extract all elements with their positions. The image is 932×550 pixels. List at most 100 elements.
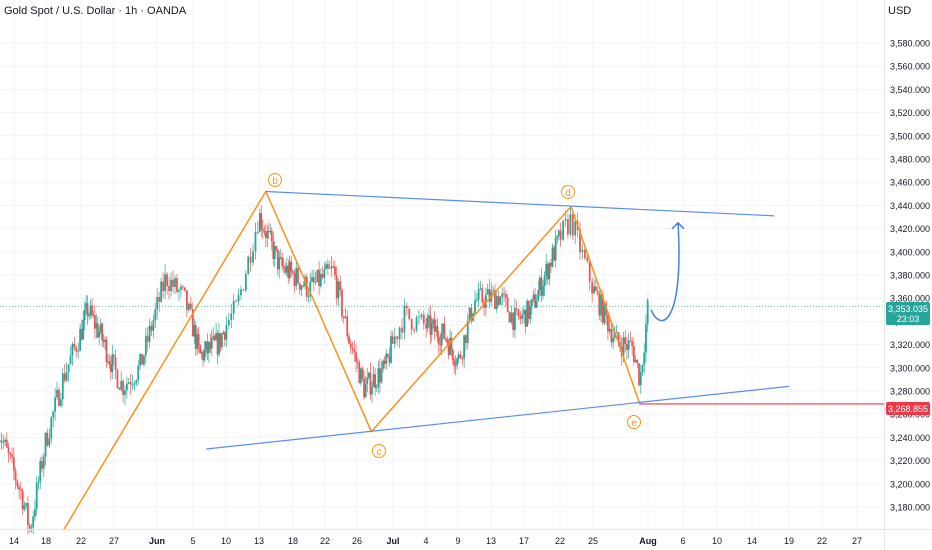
- candle-body: [191, 308, 194, 337]
- symbol-title[interactable]: Gold Spot / U.S. Dollar · 1h · OANDA: [4, 5, 187, 17]
- time-tick-label: 22: [817, 536, 827, 546]
- candle-body: [527, 300, 530, 320]
- candle-body: [443, 323, 446, 339]
- time-tick-label: 6: [680, 536, 685, 546]
- candle-body: [139, 353, 142, 366]
- candle-body: [88, 315, 90, 317]
- candle-body: [56, 389, 58, 398]
- candle-body: [401, 327, 403, 333]
- candle-body: [519, 316, 522, 319]
- candle-body: [430, 323, 433, 335]
- candle-body: [46, 432, 49, 446]
- candle-body: [50, 417, 53, 439]
- candle-body: [200, 351, 203, 354]
- candle-body: [96, 323, 99, 338]
- candle-body: [543, 275, 546, 287]
- candle-body: [600, 294, 602, 316]
- candle-body: [556, 235, 559, 238]
- candle-body: [34, 508, 36, 517]
- candle-body: [369, 372, 372, 395]
- price-tick-label: 3,560.000: [890, 62, 930, 72]
- candle-body: [405, 305, 408, 309]
- candle-body: [321, 274, 324, 278]
- candle-body: [382, 360, 384, 369]
- candle-body: [475, 299, 478, 301]
- candle-body: [297, 268, 299, 284]
- candle-body: [281, 257, 284, 267]
- candle-body: [601, 294, 604, 323]
- price-tick-label: 3,200.000: [890, 479, 930, 489]
- candle-body: [386, 353, 389, 357]
- candle-body: [603, 303, 606, 323]
- time-tick-label: 4: [423, 536, 428, 546]
- candle-body: [19, 489, 22, 491]
- candle-body: [73, 343, 76, 348]
- candle-body: [545, 263, 548, 276]
- candle-body: [571, 214, 574, 236]
- candle-body: [608, 328, 611, 332]
- grid: [0, 0, 884, 529]
- time-tick-label: Aug: [639, 536, 657, 546]
- candle-body: [309, 281, 312, 297]
- candle-body: [85, 303, 88, 310]
- candle-body: [23, 505, 26, 510]
- candle-body: [380, 368, 383, 383]
- candle-body: [146, 335, 149, 342]
- candle-body: [447, 342, 450, 355]
- candle-body: [465, 335, 467, 344]
- candle-body: [328, 268, 331, 270]
- last-price-label: 3,353.035: [888, 304, 928, 314]
- candle-body: [14, 470, 17, 481]
- candle-body: [377, 368, 380, 388]
- candle-body: [466, 321, 469, 344]
- wave-labels: b c d e: [268, 173, 641, 458]
- candle-body: [298, 283, 301, 290]
- candle-body: [2, 441, 5, 443]
- candle-body: [216, 333, 219, 355]
- candle-body: [184, 287, 186, 291]
- price-axis[interactable]: 3,580.000 3,560.000 3,540.000 3,520.000 3,50…: [890, 39, 930, 513]
- candle-body: [293, 273, 296, 286]
- candle-body: [124, 390, 126, 396]
- candle-body: [444, 338, 447, 340]
- candle-body: [254, 232, 257, 252]
- candle-body: [593, 286, 595, 294]
- candle-body: [264, 232, 267, 238]
- candle-body: [269, 230, 272, 232]
- candle-body: [436, 325, 439, 337]
- time-tick-label: 27: [852, 536, 862, 546]
- candle-body: [588, 261, 591, 282]
- wave-e-marker: [627, 415, 641, 429]
- candle-body: [557, 230, 560, 236]
- candle-body: [48, 438, 51, 446]
- candle-body: [319, 274, 322, 287]
- time-tick-label: 13: [486, 536, 496, 546]
- candle-body: [442, 323, 444, 333]
- candle-body: [553, 247, 555, 261]
- candle-body: [249, 256, 252, 263]
- price-tick-label: 3,380.000: [890, 271, 930, 281]
- candle-body: [266, 230, 269, 238]
- candle-body: [374, 374, 377, 388]
- candle-body: [512, 312, 515, 330]
- candle-body: [396, 336, 399, 340]
- candle-body: [223, 332, 226, 340]
- candle-body: [82, 319, 85, 340]
- candle-body: [182, 286, 184, 288]
- candle-body: [499, 296, 502, 305]
- currency-selector[interactable]: USD: [888, 5, 912, 17]
- time-tick-label: Jul: [386, 536, 399, 546]
- candle-body: [515, 308, 518, 310]
- candle-body: [118, 387, 121, 390]
- candle-body: [141, 353, 143, 365]
- time-tick-label: 26: [352, 536, 362, 546]
- candle-body: [273, 246, 276, 260]
- candle-body: [172, 279, 174, 287]
- candle-body: [435, 325, 437, 332]
- time-tick-label: 17: [519, 536, 529, 546]
- candle-body: [391, 336, 394, 344]
- time-axis[interactable]: 14 18 22 27 Jun 5 10 13 18 22 26 Jul 4 9 13 17 22 25 Aug 6 1…: [9, 536, 862, 546]
- candle-body: [425, 323, 428, 329]
- candle-body: [639, 371, 642, 386]
